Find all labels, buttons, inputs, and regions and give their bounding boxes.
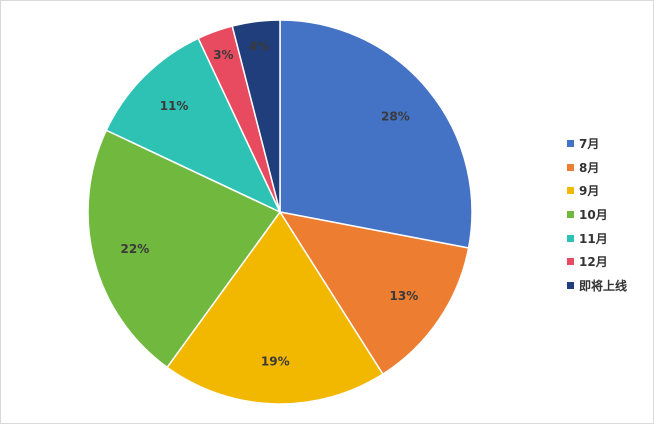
data-label: 28% — [381, 110, 410, 124]
legend-swatch — [567, 234, 574, 242]
legend-swatch — [567, 258, 574, 266]
legend-swatch — [567, 140, 574, 148]
legend-item-upcoming[interactable]: 即将上线 — [567, 274, 627, 298]
data-label: 13% — [390, 289, 419, 303]
legend-swatch — [567, 163, 574, 171]
legend-item-aug[interactable]: 8月 — [567, 156, 627, 180]
legend-label: 10月 — [579, 208, 608, 223]
legend-label: 7月 — [579, 137, 600, 152]
data-label: 4% — [249, 39, 269, 53]
legend-label: 8月 — [579, 160, 600, 175]
slice-nov[interactable] — [105, 37, 282, 214]
legend-item-dec[interactable]: 12月 — [567, 250, 627, 274]
legend-label: 即将上线 — [579, 278, 628, 293]
legend-item-jul[interactable]: 7月 — [567, 132, 627, 156]
legend-label: 11月 — [579, 231, 608, 246]
data-label: 11% — [160, 99, 189, 113]
slice-jul[interactable] — [279, 19, 473, 249]
data-label: 19% — [261, 355, 290, 369]
slice-upcoming[interactable] — [231, 19, 281, 213]
legend-swatch — [567, 211, 574, 219]
data-label: 22% — [121, 242, 150, 256]
legend: 7月 8月 9月 10月 11月 12月 即将上线 — [567, 132, 627, 297]
slice-aug[interactable] — [278, 210, 470, 376]
slice-sep[interactable] — [166, 210, 384, 405]
legend-item-nov[interactable]: 11月 — [567, 226, 627, 250]
legend-item-sep[interactable]: 9月 — [567, 179, 627, 203]
legend-item-oct[interactable]: 10月 — [567, 203, 627, 227]
data-label: 3% — [213, 48, 233, 62]
legend-label: 12月 — [579, 255, 608, 270]
legend-swatch — [567, 187, 574, 195]
legend-swatch — [567, 281, 574, 289]
legend-label: 9月 — [579, 184, 600, 199]
